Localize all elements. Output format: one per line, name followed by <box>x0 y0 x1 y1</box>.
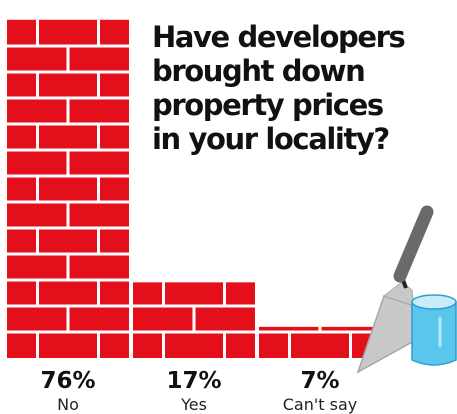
title-line: Have developers <box>152 20 406 54</box>
labels-group: 76%No 17%Yes 7%Can't say <box>40 368 357 414</box>
value-label: 17% <box>166 368 221 394</box>
chart-title: Have developers brought down property pr… <box>152 20 452 156</box>
bucket-icon <box>411 294 457 366</box>
bar-no <box>7 19 129 359</box>
category-label: Yes <box>180 395 207 414</box>
title-line: in your locality? <box>152 122 390 156</box>
title-line: property prices <box>152 88 384 122</box>
bar-yes <box>133 282 255 358</box>
bar-fill <box>7 19 129 359</box>
title-line: brought down <box>152 54 366 88</box>
value-label: 76% <box>40 368 95 394</box>
category-label: Can't say <box>283 395 357 414</box>
category-label: No <box>57 395 79 414</box>
bars-group <box>7 19 381 359</box>
value-label: 7% <box>300 368 339 394</box>
bar-can-t-say <box>259 326 381 358</box>
